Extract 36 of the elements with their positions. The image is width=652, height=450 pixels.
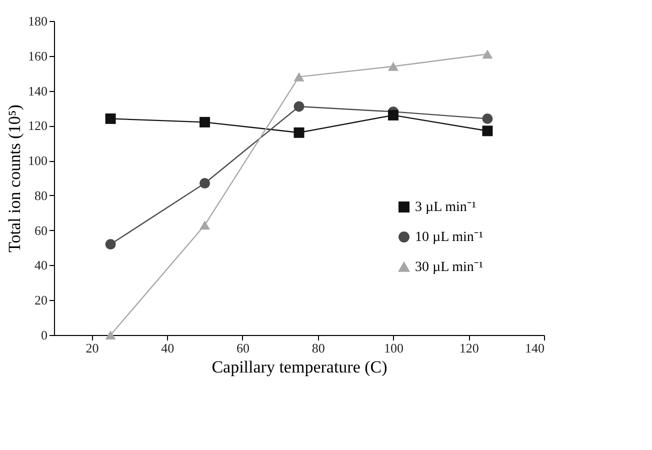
x-tick-label: 40 [161, 340, 174, 356]
x-tick-label: 80 [312, 340, 325, 356]
point [105, 239, 116, 250]
point [482, 50, 493, 59]
point [200, 220, 210, 230]
x-tick-label: 60 [236, 340, 250, 356]
legend-label: 30 µL min⁻¹ [415, 260, 484, 275]
y-axis-title: Total ion counts (10⁵) [5, 104, 24, 252]
x-tick-label: 100 [384, 340, 404, 356]
x-tick-label: 120 [459, 340, 479, 356]
y-tick-label: 100 [28, 153, 48, 168]
point [294, 101, 304, 112]
point [200, 116, 210, 128]
legend-label: 10 µL min⁻¹ [415, 230, 484, 245]
y-tick-label: 180 [28, 14, 48, 28]
point [200, 178, 210, 188]
x-tick-label: 140 [525, 340, 544, 356]
point [294, 127, 304, 138]
x-axis-title: Capillary temperature (C) [212, 358, 388, 376]
point [388, 62, 398, 71]
y-tick-label: 60 [34, 222, 48, 238]
y-tick-label: 140 [28, 83, 48, 98]
y-tick-label: 20 [34, 292, 48, 308]
x-tick-label: 20 [86, 340, 99, 356]
point [105, 113, 116, 124]
y-tick-label: 0 [41, 328, 48, 342]
point [105, 330, 116, 340]
point [294, 72, 304, 82]
y-tick-label: 120 [28, 118, 48, 134]
point [482, 113, 493, 124]
y-tick-label: 160 [28, 48, 48, 64]
point [388, 110, 398, 120]
point [482, 126, 493, 136]
legend-label: 3 µL min⁻¹ [415, 200, 476, 215]
y-tick-label: 40 [34, 258, 48, 273]
y-tick-label: 80 [34, 188, 48, 203]
